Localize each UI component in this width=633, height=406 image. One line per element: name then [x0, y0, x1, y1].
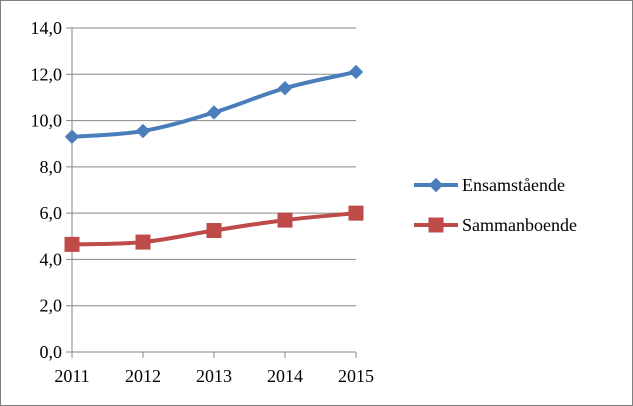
y-tick-label: 0,0	[40, 342, 63, 362]
x-tick-label: 2012	[125, 366, 161, 386]
data-point	[64, 236, 80, 252]
legend: Ensamstående Sammanboende	[414, 175, 577, 235]
legend-diamond-marker	[428, 177, 444, 193]
data-point	[64, 129, 80, 144]
gridlines	[72, 27, 356, 307]
y-tick-label: 8,0	[40, 157, 63, 177]
legend-entry: Sammanboende	[414, 215, 577, 235]
y-tick-label: 12,0	[31, 64, 63, 84]
x-tick-label: 2013	[196, 366, 232, 386]
y-tick-label: 14,0	[31, 18, 63, 38]
legend-label: Sammanboende	[462, 215, 577, 235]
legend-square-marker	[428, 217, 444, 233]
x-tick-label: 2014	[267, 366, 303, 386]
y-tick-label: 4,0	[40, 249, 63, 269]
series-line	[70, 69, 358, 139]
series-group	[64, 64, 364, 252]
series-2	[64, 205, 364, 252]
y-tick-labels: 0,0 2,0 4,0 6,0 8,0 10,0 12,0 14,0	[31, 18, 63, 362]
legend-entry: Ensamstående	[414, 175, 565, 195]
x-tick-labels: 2011 2012 2013 2014 2015	[54, 366, 374, 386]
data-point	[348, 205, 364, 221]
data-point	[135, 123, 151, 139]
data-point	[277, 80, 293, 96]
x-tick-label: 2011	[54, 366, 89, 386]
data-point	[348, 64, 364, 80]
series-1	[64, 64, 364, 144]
x-tick-label: 2015	[338, 366, 374, 386]
data-point	[206, 105, 222, 120]
legend-label: Ensamstående	[462, 175, 565, 195]
data-point	[206, 223, 222, 238]
data-point	[277, 212, 293, 228]
y-tick-label: 2,0	[40, 296, 63, 316]
data-point	[135, 234, 151, 250]
y-tick-label: 6,0	[40, 203, 63, 223]
axes	[66, 27, 357, 358]
y-tick-label: 10,0	[31, 111, 63, 131]
